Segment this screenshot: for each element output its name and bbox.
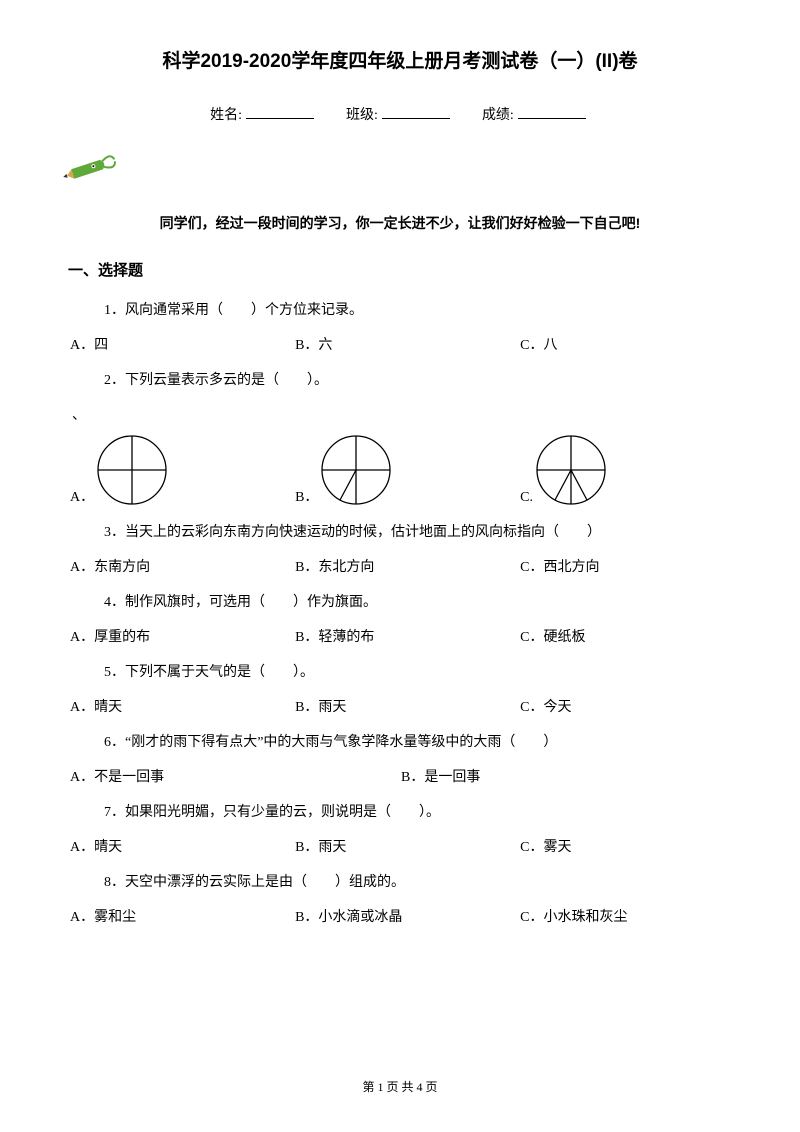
cloud-circle-a-icon [94,432,170,508]
q4-options: A．厚重的布 B．轻薄的布 C．硬纸板 [68,627,732,648]
q6-options: A．不是一回事 B．是一回事 [68,767,732,788]
intro-text: 同学们，经过一段时间的学习，你一定长进不少，让我们好好检验一下自己吧! [68,213,732,234]
q1-opt-c[interactable]: C．八 [520,335,732,356]
name-label: 姓名: [210,108,242,123]
q4-opt-b[interactable]: B．轻薄的布 [295,627,520,648]
q5-opt-b[interactable]: B．雨天 [295,697,520,718]
q7-text: 7．如果阳光明媚，只有少量的云，则说明是（ ）。 [68,802,732,823]
q4-opt-c[interactable]: C．硬纸板 [520,627,732,648]
q5-text: 5．下列不属于天气的是（ ）。 [68,662,732,683]
q5-opt-a[interactable]: A．晴天 [70,697,295,718]
q2-opt-b[interactable]: B． [295,487,318,508]
name-blank[interactable] [246,105,314,119]
q8-opt-c[interactable]: C．小水珠和灰尘 [520,907,732,928]
q7-opt-c[interactable]: C．雾天 [520,837,732,858]
q1-opt-a[interactable]: A．四 [70,335,295,356]
q8-opt-b[interactable]: B．小水滴或冰晶 [295,907,520,928]
q5-opt-c[interactable]: C．今天 [520,697,732,718]
page-footer: 第 1 页 共 4 页 [0,1078,800,1096]
q7-options: A．晴天 B．雨天 C．雾天 [68,837,732,858]
q3-opt-a[interactable]: A．东南方向 [70,557,295,578]
q2-comma: 、 [68,405,732,426]
q8-opt-a[interactable]: A．雾和尘 [70,907,295,928]
q2-images: A． B． C. [68,432,732,508]
q4-opt-a[interactable]: A．厚重的布 [70,627,295,648]
q1-text: 1．风向通常采用（ ）个方位来记录。 [68,300,732,321]
q7-opt-b[interactable]: B．雨天 [295,837,520,858]
pencil-icon [58,144,732,201]
q2-opt-c[interactable]: C. [520,487,533,508]
class-blank[interactable] [382,105,450,119]
q8-options: A．雾和尘 B．小水滴或冰晶 C．小水珠和灰尘 [68,907,732,928]
q8-text: 8．天空中漂浮的云实际上是由（ ）组成的。 [68,872,732,893]
q6-opt-b[interactable]: B．是一回事 [401,767,732,788]
q1-options: A．四 B．六 C．八 [68,335,732,356]
q3-text: 3．当天上的云彩向东南方向快速运动的时候，估计地面上的风向标指向（ ） [68,522,732,543]
q6-text: 6．“刚才的雨下得有点大”中的大雨与气象学降水量等级中的大雨（ ） [68,732,732,753]
score-label: 成绩: [482,108,514,123]
q2-text: 2．下列云量表示多云的是（ ）。 [68,370,732,391]
q2-opt-a[interactable]: A． [70,487,94,508]
score-blank[interactable] [518,105,586,119]
info-line: 姓名: 班级: 成绩: [68,105,732,126]
q5-options: A．晴天 B．雨天 C．今天 [68,697,732,718]
q3-opt-b[interactable]: B．东北方向 [295,557,520,578]
page-title: 科学2019-2020学年度四年级上册月考测试卷（一）(II)卷 [68,48,732,77]
cloud-circle-b-icon [318,432,394,508]
section-1-heading: 一、选择题 [68,260,732,283]
q7-opt-a[interactable]: A．晴天 [70,837,295,858]
q3-opt-c[interactable]: C．西北方向 [520,557,732,578]
q4-text: 4．制作风旗时，可选用（ ）作为旗面。 [68,592,732,613]
q1-opt-b[interactable]: B．六 [295,335,520,356]
class-label: 班级: [346,108,378,123]
q6-opt-a[interactable]: A．不是一回事 [70,767,401,788]
cloud-circle-c-icon [533,432,609,508]
q3-options: A．东南方向 B．东北方向 C．西北方向 [68,557,732,578]
